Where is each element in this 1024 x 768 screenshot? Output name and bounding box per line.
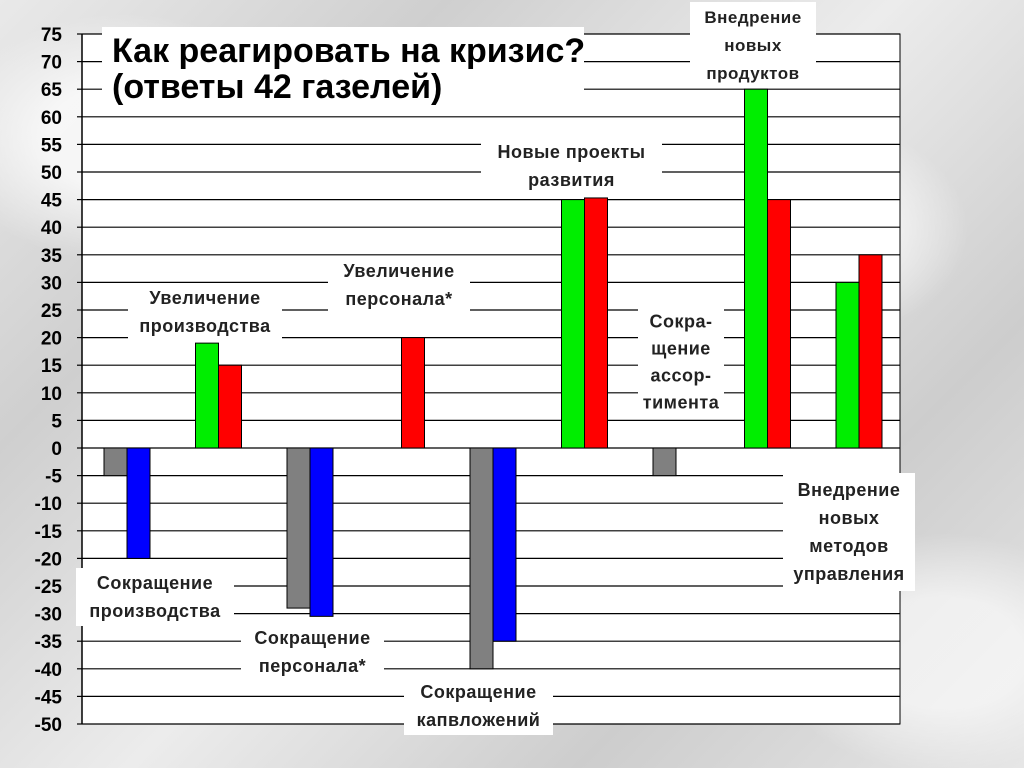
y-tick-label: -5 (45, 467, 62, 488)
bar-green (744, 88, 768, 449)
annotation-label-new-methods: методов (809, 536, 888, 556)
bar-red (401, 337, 425, 449)
annotation-label-increase-staff: персонала* (345, 289, 452, 309)
y-tick-label: 40 (41, 218, 62, 239)
y-tick-label: 30 (41, 273, 62, 294)
annotation-label-increase-production: производства (139, 316, 271, 336)
y-tick-label: 60 (41, 108, 62, 129)
annotation-label-reduce-production: производства (89, 601, 221, 621)
annotation-box-reduce-staff (241, 623, 384, 681)
chart-title: Как реагировать на кризис? (112, 32, 585, 70)
y-tick-label: 50 (41, 163, 62, 184)
bar-blue (309, 447, 334, 617)
annotation-label-reduce-assortment: Сокра- (649, 311, 712, 331)
y-tick-label: 45 (41, 191, 63, 212)
annotation-label-reduce-production: Сокращение (97, 573, 213, 593)
annotation-label-new-methods: управления (793, 564, 904, 584)
annotation-label-new-products: Внедрение (704, 8, 801, 27)
chart-subtitle: (ответы 42 газелей) (112, 68, 442, 106)
bar-green (195, 342, 219, 449)
bar-gray (469, 447, 494, 670)
annotation-label-reduce-assortment: тимента (643, 392, 720, 412)
annotation-box-new-products (690, 2, 816, 88)
annotation-label-new-projects: развития (528, 170, 615, 190)
bar-red (767, 199, 791, 449)
title-box (102, 27, 584, 109)
y-tick-label: -45 (35, 687, 63, 708)
annotation-label-new-projects: Новые проекты (497, 142, 645, 162)
y-tick-label: -20 (35, 549, 62, 570)
annotation-box-reduce-assortment (638, 308, 724, 416)
y-tick-label: -10 (35, 494, 62, 515)
annotation-label-new-products: продуктов (706, 64, 799, 83)
annotation-box-new-projects (481, 137, 662, 195)
annotation-box-increase-production (128, 283, 282, 341)
bar-gray (652, 447, 677, 477)
bar-blue (126, 447, 151, 559)
y-tick-label: 35 (41, 246, 63, 267)
y-tick-label: 25 (41, 301, 63, 322)
y-tick-label: 15 (41, 356, 63, 377)
y-tick-label: 20 (41, 329, 62, 350)
bar-blue (492, 447, 517, 642)
bar-red (218, 364, 242, 449)
annotation-box-new-methods (783, 473, 915, 591)
bar-green (835, 281, 860, 449)
annotation-label-new-products: новых (724, 36, 782, 55)
y-tick-label: 5 (51, 411, 62, 432)
y-tick-label: -50 (35, 715, 62, 736)
y-tick-label: 10 (41, 384, 62, 405)
bar-gray (103, 447, 128, 477)
annotation-label-new-methods: новых (819, 508, 880, 528)
annotation-label-reduce-assortment: щение (651, 338, 711, 358)
y-tick-label: 55 (41, 135, 63, 156)
bar-gray (286, 447, 311, 609)
annotation-box-reduce-production (76, 568, 234, 626)
y-tick-label: 70 (41, 53, 62, 74)
annotation-box-increase-staff (328, 256, 470, 314)
y-tick-label: 0 (51, 439, 62, 460)
bar-green (561, 199, 585, 449)
y-tick-label: 75 (41, 25, 63, 46)
annotation-label-reduce-staff: персонала* (259, 656, 366, 676)
y-tick-label: -35 (35, 632, 63, 653)
y-tick-label: -25 (35, 577, 63, 598)
y-tick-label: 65 (41, 80, 63, 101)
bar-red (584, 197, 608, 449)
y-tick-label: -15 (35, 522, 63, 543)
y-tick-label: -30 (35, 605, 62, 626)
annotation-label-reduce-capex: Сокращение (420, 682, 536, 702)
bar-red (858, 254, 883, 449)
annotation-label-reduce-capex: капвложений (417, 710, 541, 730)
annotation-box-reduce-capex (404, 677, 553, 735)
y-tick-label: -40 (35, 660, 62, 681)
annotation-label-increase-production: Увеличение (149, 288, 260, 308)
annotation-label-reduce-assortment: ассор- (650, 365, 711, 385)
annotation-label-reduce-staff: Сокращение (254, 628, 370, 648)
annotation-label-increase-staff: Увеличение (343, 261, 454, 281)
annotation-label-new-methods: Внедрение (798, 480, 901, 500)
